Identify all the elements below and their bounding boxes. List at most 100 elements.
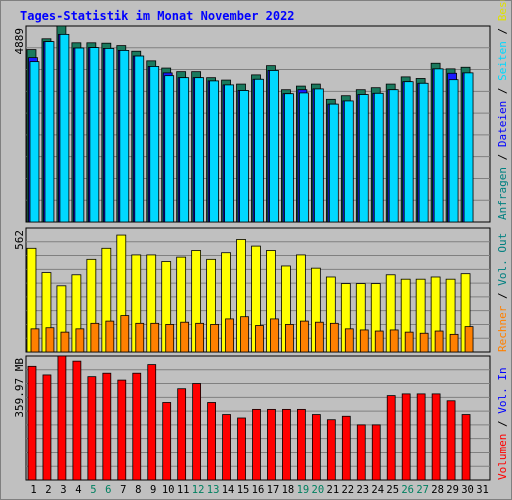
chart-panel-2: 562 bbox=[13, 227, 491, 353]
x-tick-label: 23 bbox=[356, 484, 369, 496]
x-tick-label: 2 bbox=[45, 484, 51, 496]
bar-seiten bbox=[119, 50, 130, 223]
bar-volumen bbox=[87, 376, 97, 481]
bar-seiten bbox=[179, 77, 190, 223]
bar-volumen bbox=[222, 414, 231, 481]
bar-seiten bbox=[358, 94, 369, 223]
bar-rechner bbox=[30, 328, 40, 353]
bar-seiten bbox=[388, 89, 399, 223]
x-tick-label: 16 bbox=[252, 484, 265, 496]
bar-seiten bbox=[403, 81, 414, 223]
bar-volumen bbox=[371, 424, 381, 481]
bar-rechner bbox=[419, 332, 429, 353]
bar-volumen bbox=[356, 424, 366, 481]
x-tick-label: 1 bbox=[30, 484, 36, 496]
legend-part: / bbox=[496, 81, 509, 101]
bar-rechner bbox=[45, 327, 55, 353]
bar-seiten bbox=[313, 88, 324, 223]
bar-seiten bbox=[224, 84, 234, 223]
x-tick-label: 20 bbox=[312, 484, 325, 496]
x-tick-label: 31 bbox=[476, 484, 489, 496]
chart-panel-1: 4889 bbox=[13, 25, 491, 223]
bar-volumen bbox=[72, 360, 82, 481]
bar-seiten bbox=[448, 79, 459, 223]
bar-rechner bbox=[329, 322, 339, 353]
bar-rechner bbox=[75, 328, 85, 353]
bar-rechner bbox=[449, 333, 459, 353]
x-tick-label: 11 bbox=[177, 484, 190, 496]
bar-volumen bbox=[42, 374, 52, 481]
bar-seiten bbox=[343, 100, 354, 223]
legend-part: / bbox=[496, 147, 509, 167]
bar-seiten bbox=[284, 93, 294, 223]
bar-volumen bbox=[297, 408, 306, 481]
y-max-label: 359.97 MB bbox=[13, 358, 26, 418]
x-tick-label: 30 bbox=[461, 484, 474, 496]
bar-volumen bbox=[386, 395, 396, 481]
legend-part: / bbox=[496, 21, 509, 41]
x-tick-label: 17 bbox=[267, 484, 280, 496]
bar-rechner bbox=[389, 329, 399, 353]
bar-volumen bbox=[311, 414, 321, 481]
bar-seiten bbox=[328, 103, 339, 223]
y-max-label: 562 bbox=[13, 230, 26, 250]
legend-part: Volumen bbox=[496, 434, 509, 480]
legend-middle: Rechner / Vol. Out bbox=[496, 233, 509, 352]
x-tick-label: 22 bbox=[341, 484, 354, 496]
chart-panels: 4889 562 359.97 MB bbox=[13, 25, 491, 481]
bar-seiten bbox=[149, 66, 160, 223]
chart-panel-3: 359.97 MB bbox=[13, 355, 491, 481]
x-tick-label: 18 bbox=[282, 484, 295, 496]
bar-seiten bbox=[74, 47, 85, 223]
bar-seiten bbox=[29, 61, 40, 223]
bar-seiten bbox=[418, 82, 429, 223]
bar-volumen bbox=[102, 372, 112, 481]
legend-part: Vol. Out bbox=[496, 233, 509, 286]
legend-part: Rechner bbox=[496, 305, 509, 352]
bar-volumen bbox=[341, 415, 351, 481]
bar-volumen bbox=[267, 408, 276, 481]
bar-volumen bbox=[207, 402, 216, 481]
bar-volumen bbox=[177, 388, 187, 481]
bar-seiten bbox=[239, 90, 249, 223]
legend-part: Vol. In bbox=[496, 367, 509, 413]
bar-seiten bbox=[164, 75, 175, 223]
right-legend-labels: Anfragen / Dateien / Seiten / Besuche Rec… bbox=[496, 0, 509, 480]
x-tick-label: 19 bbox=[297, 484, 310, 496]
bar-volumen bbox=[117, 379, 127, 481]
bar-seiten bbox=[254, 78, 264, 223]
bar-rechner bbox=[404, 331, 414, 353]
bar-seiten bbox=[373, 92, 384, 223]
legend-part: / bbox=[496, 286, 509, 306]
bar-rechner bbox=[464, 326, 474, 353]
x-tick-label: 12 bbox=[192, 484, 205, 496]
x-tick-label: 27 bbox=[416, 484, 429, 496]
x-tick-label: 4 bbox=[75, 484, 81, 496]
bar-rechner bbox=[135, 322, 145, 353]
bar-volumen bbox=[192, 383, 202, 481]
chart-title: Tages-Statistik im Monat November 2022 bbox=[20, 9, 295, 23]
x-tick-label: 6 bbox=[105, 484, 111, 496]
bar-volumen bbox=[416, 393, 426, 481]
x-tick-label: 25 bbox=[386, 484, 399, 496]
x-tick-label: 24 bbox=[371, 484, 384, 496]
bar-volumen bbox=[252, 408, 261, 481]
bar-seiten bbox=[59, 33, 70, 223]
bar-rechner bbox=[344, 328, 354, 353]
bar-seiten bbox=[209, 80, 219, 223]
bar-rechner bbox=[120, 315, 130, 353]
bar-volumen bbox=[132, 372, 142, 481]
bar-rechner bbox=[225, 318, 234, 353]
x-tick-label: 28 bbox=[431, 484, 444, 496]
legend-top: Anfragen / Dateien / Seiten / Besuche bbox=[496, 0, 509, 220]
x-tick-label: 15 bbox=[237, 484, 250, 496]
bar-seiten bbox=[44, 41, 55, 223]
bar-volumen bbox=[147, 364, 157, 481]
bar-seiten bbox=[89, 47, 100, 223]
x-tick-label: 26 bbox=[401, 484, 414, 496]
x-tick-label: 5 bbox=[90, 484, 96, 496]
bar-volumen bbox=[282, 408, 291, 481]
x-tick-label: 21 bbox=[327, 484, 340, 496]
bar-rechner bbox=[374, 330, 384, 353]
